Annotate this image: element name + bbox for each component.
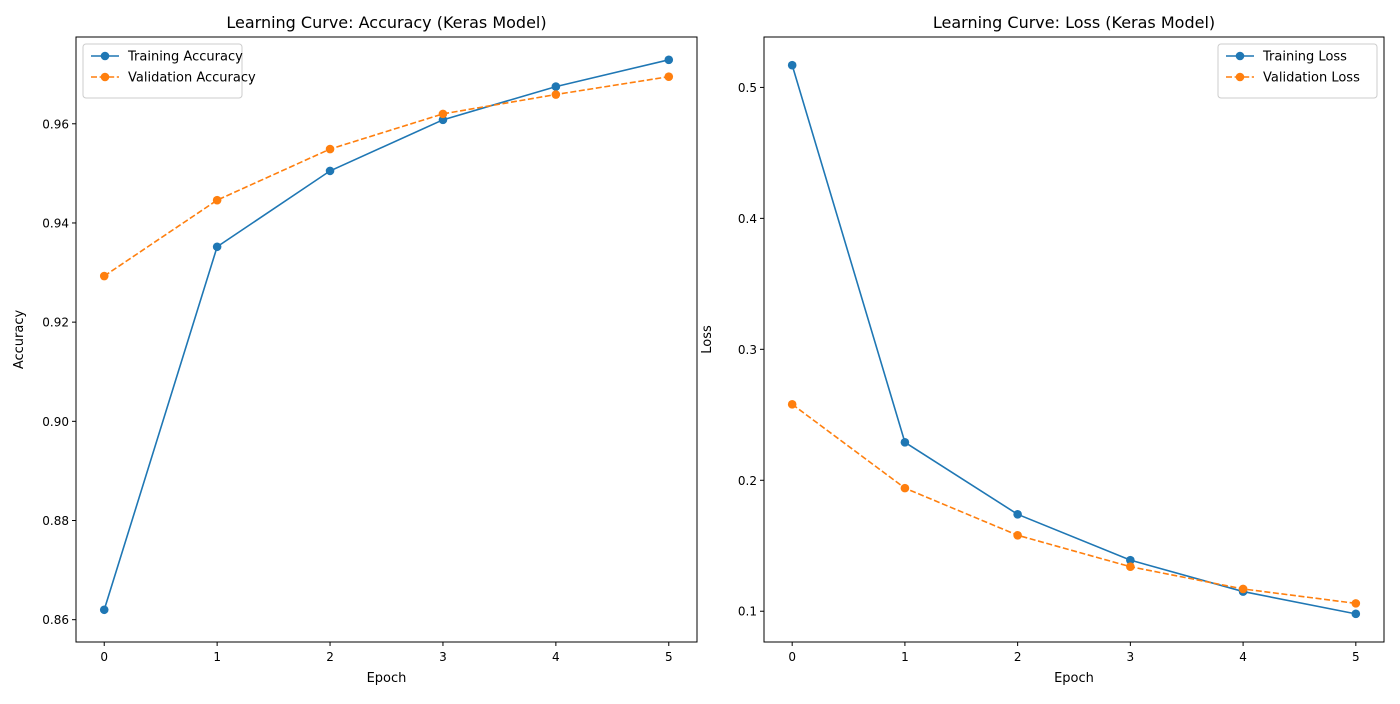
x-tick-label: 3 [1127,650,1135,664]
legend-box [1217,43,1378,99]
x-tick-label: 5 [1352,650,1360,664]
y-tick-label: 0.90 [42,415,69,429]
legend: Training Accuracy Validation Accuracy [82,43,256,99]
y-tick-label: 0.88 [42,514,69,528]
y-tick-label: 0.3 [738,343,757,357]
x-tick-label: 2 [326,650,334,664]
x-tick-label: 3 [439,650,447,664]
data-point [900,437,910,447]
data-point [212,195,222,205]
data-point [99,271,109,281]
data-point [787,60,797,70]
data-point [1238,584,1248,594]
x-tick-label: 1 [213,650,221,664]
data-point [551,90,561,99]
legend: Training Loss Validation Loss [1217,43,1378,99]
series-line-1 [103,75,669,277]
data-point [99,605,109,615]
y-tick-label: 0.4 [738,212,757,226]
y-tick-label: 0.5 [738,81,757,95]
data-point [664,55,674,65]
data-point [438,115,448,125]
legend-label: Validation Loss [1263,71,1360,86]
data-point [1351,609,1361,619]
y-axis-label: Loss [700,325,715,354]
legend-label: Training Loss [1262,50,1347,65]
series-line-1 [791,403,1356,605]
data-point [212,242,222,252]
x-tick-label: 5 [665,650,673,664]
legend-label: Validation Accuracy [128,71,256,86]
x-axis-label: Epoch [1054,671,1094,686]
series-line-0 [103,59,669,611]
legend-marker [100,51,110,61]
data-point [1126,555,1135,565]
legend-label: Training Accuracy [127,50,243,65]
legend-box [82,43,243,99]
legend-marker [1235,72,1245,82]
data-point [1013,510,1022,519]
data-point [325,166,335,176]
x-tick-label: 0 [788,650,796,664]
plot-frame [75,36,698,643]
legend-marker [1235,51,1245,61]
data-point [551,82,561,91]
x-tick-label: 2 [1014,650,1022,664]
plot-frame [763,36,1385,643]
series-line-0 [791,64,1356,615]
chart-panel-0: Learning Curve: Accuracy (Keras Model) 0 1… [12,13,698,686]
x-tick-label: 4 [1239,650,1247,664]
data-point [787,400,797,409]
chart-title: Learning Curve: Accuracy (Keras Model) [226,13,546,32]
data-point [900,483,910,493]
y-tick-label: 0.86 [42,613,69,627]
y-tick-label: 0.94 [42,216,69,230]
chart-title: Learning Curve: Loss (Keras Model) [933,13,1215,32]
data-point [1351,599,1361,608]
x-tick-label: 4 [552,650,560,664]
data-point [438,109,448,119]
y-tick-label: 0.92 [42,316,69,330]
y-tick-label: 0.2 [738,474,757,488]
data-point [1013,530,1022,540]
y-axis-label: Accuracy [12,310,27,370]
x-axis-label: Epoch [367,671,407,686]
chart-panel-1: Learning Curve: Loss (Keras Model) 0 1 2 3 4 5… [700,13,1385,686]
data-point [325,144,335,154]
data-point [664,72,674,81]
data-point [1126,562,1135,572]
legend-marker [100,72,110,82]
y-tick-label: 0.1 [738,605,757,619]
x-tick-label: 0 [100,650,108,664]
x-tick-label: 1 [901,650,909,664]
y-tick-label: 0.96 [42,117,69,131]
